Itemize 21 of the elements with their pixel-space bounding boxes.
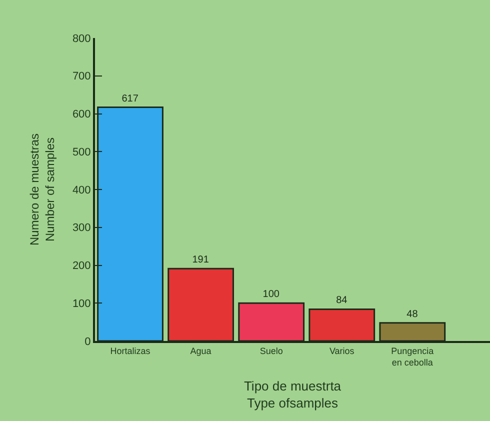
- x-tick-label: Agua: [190, 346, 212, 356]
- y-tick-label: 700: [72, 70, 91, 83]
- y-tick-label: 600: [72, 108, 91, 121]
- x-tick-label: Varios: [329, 346, 355, 356]
- y-tick-label: 0: [84, 336, 91, 348]
- y-tick-label: 300: [72, 222, 91, 234]
- x-axis-title: Tipo de muestrta Type ofsamples: [244, 378, 342, 410]
- y-tick-label: 800: [72, 32, 91, 45]
- data-label: 48: [406, 308, 418, 320]
- data-label: 84: [336, 295, 348, 306]
- y-axis-title: Numero de muestras Number of samples: [28, 133, 58, 246]
- x-tick-label: Suelo: [260, 346, 283, 356]
- y-tick-label: 500: [72, 146, 91, 158]
- y-tick-label: 100: [72, 298, 91, 310]
- x-tick-label: Pungencia en cebolla: [391, 346, 434, 368]
- data-label: 191: [192, 254, 210, 266]
- y-tick-label: 200: [72, 260, 91, 272]
- data-label: 617: [122, 93, 139, 104]
- x-tick-label: Hortalizas: [110, 346, 151, 356]
- y-tick-label: 400: [72, 184, 91, 196]
- data-label: 100: [262, 289, 280, 300]
